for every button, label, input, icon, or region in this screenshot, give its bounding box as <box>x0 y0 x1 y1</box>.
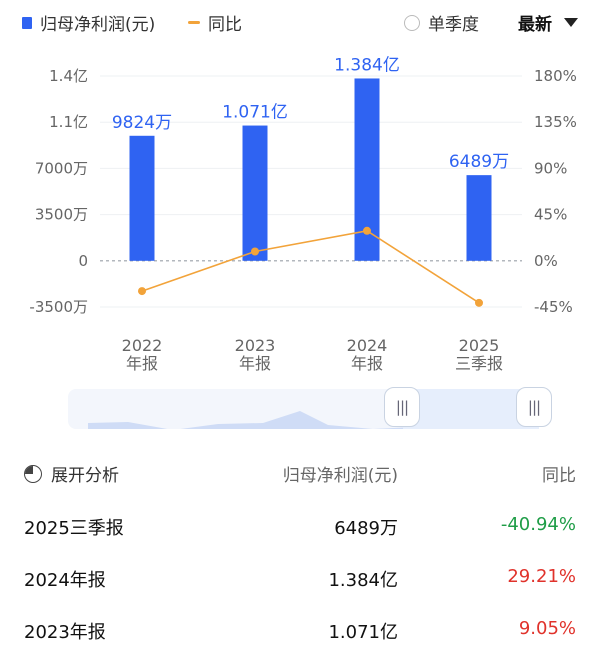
y-right-tick-label: 90% <box>534 159 567 177</box>
row-yoy: 9.05% <box>518 618 576 639</box>
table-row[interactable]: 2023年报 1.071亿 9.05% <box>0 604 600 656</box>
expand-analysis-button[interactable]: 展开分析 <box>24 461 119 486</box>
header-net-profit: 归母净利润(元) <box>282 466 398 486</box>
x-tick-sublabel: 年报 <box>351 354 383 373</box>
header-yoy: 同比 <box>542 466 576 486</box>
single-quarter-label: 单季度 <box>428 15 479 35</box>
y-left-tick-label: 3500万 <box>35 206 88 224</box>
bar-data-label: 6489万 <box>449 152 509 172</box>
bar-data-label: 9824万 <box>112 113 172 133</box>
legend-yoy-label: 同比 <box>208 15 242 35</box>
y-right-tick-label: 135% <box>534 113 577 131</box>
bar[interactable] <box>466 175 492 261</box>
legend-net-profit-label: 归母净利润(元) <box>40 15 156 35</box>
y-right-tick-label: 45% <box>534 206 567 224</box>
y-right-tick-label: 0% <box>534 252 558 270</box>
y-left-tick-label: 7000万 <box>35 159 88 177</box>
radio-icon[interactable] <box>404 14 420 31</box>
row-net-profit: 1.384亿 <box>328 570 398 591</box>
table-row[interactable]: 2025三季报 6489万 -40.94% <box>0 500 600 552</box>
legend-row: 归母净利润(元) 同比 单季度 最新 <box>22 10 578 38</box>
y-left-tick-label: 1.4亿 <box>49 67 88 85</box>
slider-thumbnail <box>88 411 518 430</box>
sort-label: 最新 <box>518 15 552 35</box>
x-tick-label: 2024 <box>347 336 388 355</box>
expand-analysis-label: 展开分析 <box>51 466 119 486</box>
yoy-point[interactable] <box>138 287 146 296</box>
yoy-line <box>141 229 480 304</box>
caret-down-icon <box>564 18 578 27</box>
bar-data-label: 1.071亿 <box>222 103 288 123</box>
yoy-point[interactable] <box>475 298 483 307</box>
profit-chart: 1.4亿 180% 1.1亿 135% 7000万 90% 3500万 45% 0 0% -3500… <box>29 55 577 373</box>
slider-handle-right[interactable]: ||| <box>516 387 552 427</box>
bar-swatch-icon <box>22 16 32 29</box>
bar-data-label: 1.384亿 <box>334 55 400 75</box>
row-period: 2023年报 <box>24 622 106 643</box>
y-left-tick-label: 1.1亿 <box>49 113 88 131</box>
row-yoy: -40.94% <box>500 514 576 535</box>
row-yoy: 29.21% <box>507 566 576 587</box>
sort-dropdown[interactable]: 最新 <box>518 10 578 35</box>
y-left-tick-label: 0 <box>78 252 88 270</box>
legend-yoy[interactable]: 同比 <box>188 10 242 35</box>
data-table: 展开分析 归母净利润(元) 同比 2025三季报 6489万 -40.94% 2024… <box>0 448 600 656</box>
line-swatch-icon <box>188 21 200 24</box>
y-left-tick-label: -3500万 <box>29 298 88 316</box>
x-tick-label: 2023 <box>235 336 276 355</box>
y-right-tick-label: 180% <box>534 67 577 85</box>
range-slider[interactable]: ||| ||| <box>68 385 552 431</box>
table-header: 展开分析 归母净利润(元) 同比 <box>0 448 600 500</box>
x-tick-sublabel: 三季报 <box>455 354 503 373</box>
bar[interactable] <box>242 125 268 261</box>
yoy-point[interactable] <box>251 247 259 256</box>
x-tick-sublabel: 年报 <box>239 354 271 373</box>
table-row[interactable]: 2024年报 1.384亿 29.21% <box>0 552 600 604</box>
slider-handle-left[interactable]: ||| <box>384 387 420 427</box>
row-period: 2024年报 <box>24 570 106 591</box>
y-right-tick-label: -45% <box>534 298 573 316</box>
pie-chart-icon <box>24 464 42 483</box>
x-tick-label: 2022 <box>122 336 163 355</box>
x-tick-sublabel: 年报 <box>126 354 158 373</box>
single-quarter-toggle[interactable]: 单季度 <box>404 10 479 35</box>
x-tick-label: 2025 <box>459 336 500 355</box>
row-net-profit: 1.071亿 <box>328 622 398 643</box>
bar[interactable] <box>129 135 155 261</box>
yoy-point[interactable] <box>363 226 371 235</box>
row-net-profit: 6489万 <box>334 518 398 539</box>
legend-net-profit[interactable]: 归母净利润(元) <box>22 10 155 35</box>
row-period: 2025三季报 <box>24 518 124 539</box>
thumbnail-area <box>88 411 518 430</box>
